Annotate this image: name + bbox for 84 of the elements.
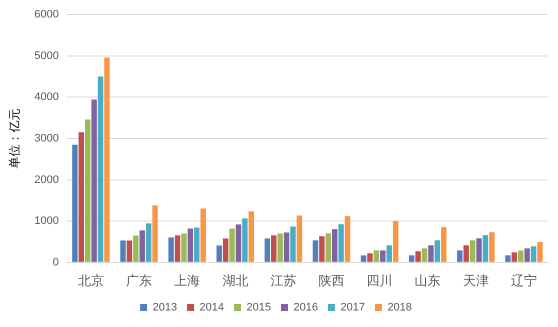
bar (312, 240, 318, 262)
bar (524, 248, 530, 262)
bar (512, 252, 518, 262)
bar (463, 245, 469, 262)
legend-label: 2016 (294, 302, 318, 314)
bar (248, 211, 254, 262)
bar (72, 144, 78, 262)
y-tick-label: 6000 (34, 8, 59, 21)
bar (326, 233, 332, 262)
y-tick-label: 5000 (34, 50, 59, 62)
bar (422, 248, 428, 262)
bar (120, 240, 126, 262)
bar (374, 250, 380, 262)
bar (200, 208, 206, 262)
bar (537, 242, 543, 262)
bar (530, 246, 536, 262)
x-tick-label: 天津 (462, 272, 489, 288)
bar (518, 250, 524, 262)
bar (181, 233, 187, 262)
bar (222, 238, 228, 262)
bar (457, 250, 463, 262)
legend-label: 2014 (200, 302, 224, 314)
bar (476, 238, 482, 262)
bar (482, 235, 488, 262)
bar (319, 236, 325, 262)
legend-label: 2015 (246, 302, 272, 314)
bar (360, 255, 366, 262)
y-tick-label: 1000 (34, 215, 59, 228)
bar (338, 224, 344, 262)
x-tick-label: 湖北 (222, 272, 248, 288)
bar (133, 236, 139, 262)
bar (489, 232, 495, 262)
y-tick-label: 3000 (34, 132, 59, 145)
bar (84, 120, 90, 262)
bar (386, 245, 392, 262)
legend-label: 2017 (340, 302, 365, 314)
x-tick-label: 四川 (366, 272, 393, 288)
bar (470, 240, 476, 262)
bar (392, 221, 398, 262)
x-tick-label: 广东 (126, 272, 152, 288)
x-tick-label: 辽宁 (510, 272, 537, 288)
y-tick-label: 4000 (34, 91, 59, 104)
bar (168, 237, 174, 262)
bar (441, 227, 446, 262)
legend-label: 2013 (152, 302, 178, 314)
bar (434, 240, 440, 262)
bar (264, 238, 270, 262)
bar (367, 253, 373, 262)
x-tick-label: 北京 (78, 272, 104, 288)
legend-label: 2018 (387, 302, 412, 314)
bar (98, 76, 104, 262)
bar (152, 205, 158, 262)
bar (408, 255, 414, 262)
bar (415, 251, 421, 262)
bar (236, 224, 242, 262)
x-tick-label: 江苏 (270, 272, 296, 288)
x-tick-label: 陕西 (318, 272, 344, 288)
bar (380, 250, 386, 262)
bar (296, 216, 302, 262)
bar (505, 255, 511, 262)
bar (284, 232, 290, 262)
bar (140, 230, 145, 262)
x-tick-label: 上海 (174, 272, 200, 288)
bar (242, 218, 248, 262)
bar (126, 240, 132, 262)
bar (277, 233, 283, 262)
bar (174, 235, 180, 262)
bar (332, 229, 338, 262)
x-tick-label: 山东 (414, 272, 441, 288)
bar (271, 235, 276, 262)
bar (146, 223, 152, 262)
y-axis-title: 单位：亿元 (8, 108, 22, 168)
y-tick-label: 0 (52, 256, 59, 268)
bar (194, 228, 200, 262)
y-tick-label: 2000 (34, 174, 59, 186)
bar (91, 99, 97, 262)
bar (188, 228, 194, 262)
bar (344, 216, 350, 262)
bar (216, 245, 222, 262)
bar (428, 245, 434, 262)
bar (290, 226, 296, 262)
bar (229, 228, 235, 262)
bar (78, 132, 84, 262)
bar (104, 58, 110, 262)
